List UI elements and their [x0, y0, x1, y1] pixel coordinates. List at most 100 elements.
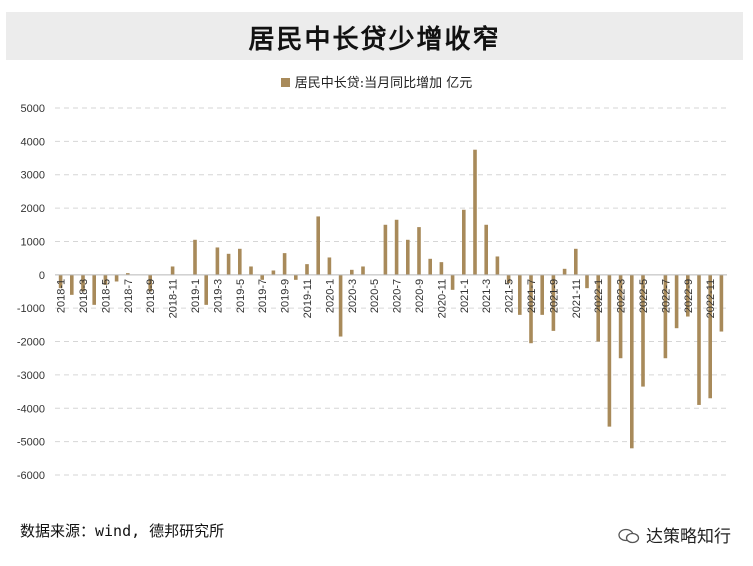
bar: [518, 274, 522, 315]
y-tick-label: 5000: [21, 103, 45, 115]
bar: [540, 274, 544, 315]
x-tick-label: 2020-7: [392, 279, 404, 313]
y-tick-label: 0: [39, 270, 45, 282]
bar: [249, 266, 253, 275]
y-tick-label: -5000: [17, 437, 45, 449]
x-tick-label: 2018-3: [78, 279, 90, 313]
bar: [215, 247, 220, 275]
legend-swatch: [280, 78, 290, 87]
x-tick-label: 2020-5: [369, 279, 381, 313]
x-tick-label: 2018-11: [168, 279, 180, 319]
x-tick-label: 2021-9: [548, 279, 560, 313]
bar: [641, 274, 645, 387]
bar: [450, 274, 455, 290]
bar: [92, 274, 96, 305]
legend-label: 居民中长贷:当月同比增加 亿元: [294, 76, 473, 91]
bar: [305, 264, 309, 275]
x-tick-label: 2020-9: [414, 279, 426, 313]
y-tick-label: 3000: [21, 170, 45, 182]
bar: [495, 256, 500, 275]
bar: [327, 257, 332, 275]
bar: [126, 273, 130, 275]
wechat-icon: [618, 528, 640, 544]
bar: [462, 209, 466, 275]
bar: [58, 274, 63, 289]
watermark-text: 达策略知行: [646, 527, 731, 547]
bar: [204, 274, 208, 305]
y-tick-label: -2000: [17, 337, 45, 349]
legend: 居民中长贷:当月同比增加 亿元: [0, 72, 753, 91]
x-tick-label: 2018-1: [56, 279, 68, 313]
bar: [417, 227, 421, 275]
x-tick-label: 2020-1: [324, 279, 336, 313]
x-tick-label: 2018-5: [100, 279, 112, 313]
bar: [338, 274, 343, 337]
bar: [686, 274, 690, 317]
bar: [271, 270, 276, 275]
bar: [473, 149, 477, 275]
bar: [148, 274, 152, 292]
bar: [562, 268, 567, 275]
x-tick-label: 2018-9: [145, 279, 157, 313]
bar: [630, 274, 634, 449]
bar: [70, 274, 74, 295]
bar: [361, 266, 365, 275]
x-tick-label: 2020-11: [436, 279, 448, 319]
bar: [350, 269, 354, 275]
bar: [383, 224, 388, 275]
chart-title: 居民中长贷少增收窄: [248, 25, 501, 55]
bar: [708, 274, 712, 399]
y-tick-label: -1000: [17, 303, 45, 315]
bar: [238, 248, 242, 275]
x-tick-label: 2022-7: [660, 279, 672, 313]
y-tick-label: -4000: [17, 403, 45, 415]
bar: [585, 274, 589, 289]
bar: [607, 274, 612, 427]
bar: [170, 266, 175, 275]
bar: [674, 274, 679, 329]
x-tick-label: 2022-11: [705, 279, 717, 319]
x-tick-label: 2022-9: [683, 279, 695, 313]
y-tick-label: -3000: [17, 370, 45, 382]
bar: [406, 239, 410, 275]
x-tick-label: 2021-7: [526, 279, 538, 313]
y-tick-label: 1000: [21, 236, 45, 248]
watermark: 达策略知行: [618, 522, 731, 547]
bar: [574, 248, 578, 275]
bar: [260, 274, 264, 280]
x-tick-label: 2019-9: [280, 279, 292, 313]
x-tick-label: 2019-1: [190, 279, 202, 313]
x-tick-label: 2019-7: [257, 279, 269, 313]
bar: [529, 274, 533, 344]
x-tick-label: 2022-3: [616, 279, 628, 313]
x-tick-label: 2021-11: [571, 279, 583, 319]
bar: [618, 274, 623, 359]
bar: [114, 274, 119, 282]
bar: [484, 224, 488, 275]
x-tick-label: 2021-5: [504, 279, 516, 313]
x-tick-label: 2021-1: [459, 279, 471, 313]
bar: [551, 274, 556, 331]
bar: [103, 274, 108, 285]
title-band: 居民中长贷少增收窄: [6, 12, 743, 60]
bar: [697, 274, 701, 405]
x-tick-label: 2019-11: [302, 279, 314, 319]
x-tick-label: 2019-3: [212, 279, 224, 313]
x-tick-label: 2021-3: [481, 279, 493, 313]
x-tick-label: 2020-3: [347, 279, 359, 313]
bar: [81, 274, 85, 292]
bar: [506, 274, 511, 284]
source-note: 数据来源：wind, 德邦研究所: [20, 522, 225, 540]
bar: [428, 258, 432, 275]
bar: [439, 262, 444, 275]
x-tick-label: 2018-7: [123, 279, 135, 313]
y-tick-label: 2000: [21, 203, 45, 215]
y-tick-label: -6000: [17, 470, 45, 482]
bar: [663, 274, 668, 359]
bar: [193, 239, 197, 275]
bar: [596, 274, 600, 342]
x-tick-label: 2019-5: [235, 279, 247, 313]
y-tick-label: 4000: [21, 136, 45, 148]
bar: [226, 253, 231, 275]
